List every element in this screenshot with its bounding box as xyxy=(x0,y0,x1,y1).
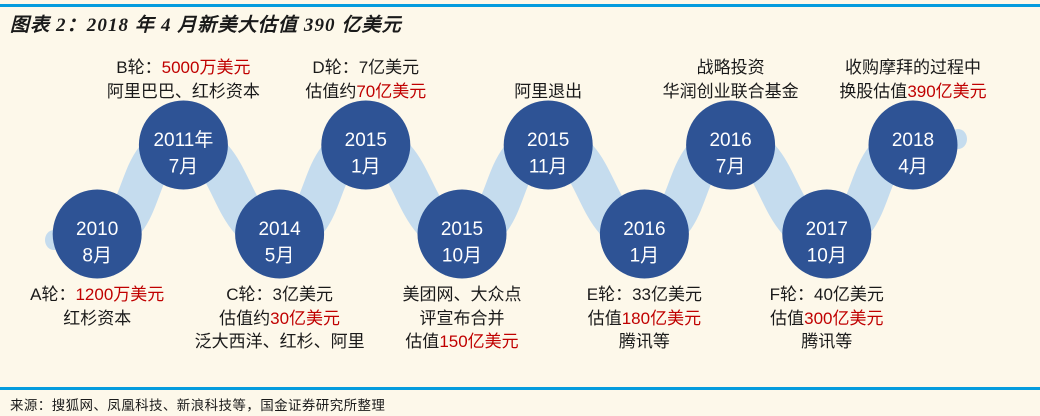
svg-text:2015: 2015 xyxy=(441,219,483,240)
svg-text:11月: 11月 xyxy=(529,157,568,178)
svg-text:2018: 2018 xyxy=(892,130,934,151)
svg-text:2016: 2016 xyxy=(709,130,751,151)
svg-text:4月: 4月 xyxy=(898,157,928,178)
svg-text:2014: 2014 xyxy=(258,219,301,240)
svg-text:8月: 8月 xyxy=(82,246,112,267)
svg-text:10月: 10月 xyxy=(807,246,847,267)
svg-text:1月: 1月 xyxy=(351,157,381,178)
svg-text:2016: 2016 xyxy=(623,219,665,240)
svg-text:2017: 2017 xyxy=(806,219,848,240)
svg-text:2010: 2010 xyxy=(76,219,118,240)
svg-text:2015: 2015 xyxy=(527,130,569,151)
svg-text:2015: 2015 xyxy=(345,130,387,151)
svg-text:7月: 7月 xyxy=(716,157,746,178)
svg-text:7月: 7月 xyxy=(169,157,199,178)
svg-text:2011年: 2011年 xyxy=(153,129,213,151)
svg-text:10月: 10月 xyxy=(442,246,482,267)
svg-text:5月: 5月 xyxy=(265,246,295,267)
svg-text:1月: 1月 xyxy=(630,246,660,267)
